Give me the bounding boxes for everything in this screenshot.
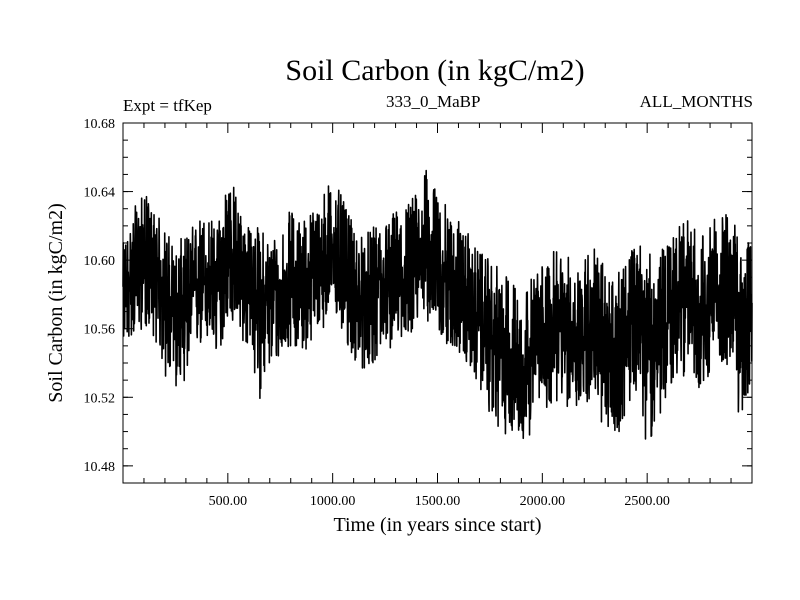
y-tick-label: 10.56 <box>84 323 116 338</box>
period-label: 333_0_MaBP <box>386 92 481 111</box>
y-tick-label: 10.52 <box>84 391 116 406</box>
y-axis-label: Soil Carbon (in kgC/m2) <box>45 203 67 402</box>
axes-layer: 10.48 10.52 10.56 10.60 10.64 10.68 500.00 1000… <box>84 117 752 509</box>
x-tick-label: 500.00 <box>209 494 248 509</box>
series-layer <box>122 169 753 440</box>
chart-title: Soil Carbon (in kgC/m2) <box>285 54 585 87</box>
x-tick-label: 1000.00 <box>310 494 356 509</box>
x-tick-label: 2000.00 <box>520 494 566 509</box>
x-tick-label: 2500.00 <box>624 494 670 509</box>
y-tick-label: 10.64 <box>84 186 116 201</box>
experiment-label: Expt = tfKep <box>123 96 212 115</box>
y-tick-label: 10.48 <box>84 460 116 475</box>
y-tick-label: 10.68 <box>84 117 116 132</box>
series-line <box>122 169 753 440</box>
y-tick-label: 10.60 <box>84 254 116 269</box>
x-tick-label: 1500.00 <box>415 494 461 509</box>
months-label: ALL_MONTHS <box>639 92 753 111</box>
x-axis-label: Time (in years since start) <box>333 514 541 536</box>
